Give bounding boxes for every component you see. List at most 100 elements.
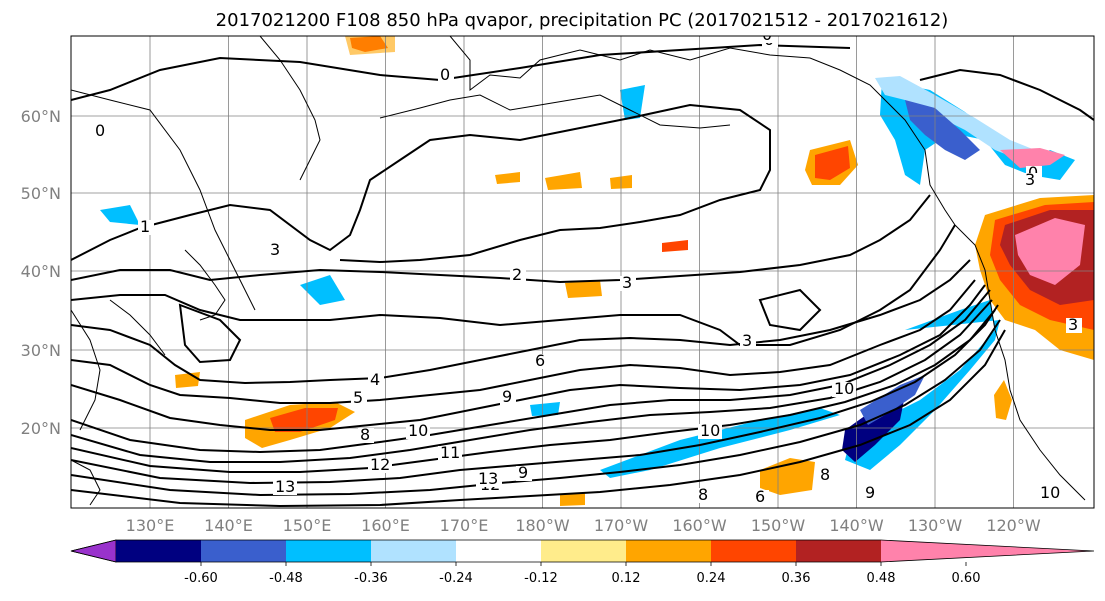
contour-label: 10: [408, 421, 428, 440]
contour-label: 13: [275, 477, 295, 496]
coast-japan: [184, 249, 226, 321]
contour-label-bg: [273, 480, 297, 495]
lon-label: 120°W: [986, 516, 1041, 535]
shade-orange-cell7: [560, 493, 585, 506]
shade-blue-west: [300, 275, 345, 305]
shade-pink-westcoast: [1015, 218, 1085, 285]
contour-label-bg: [760, 36, 776, 43]
shade-red-cell3: [662, 240, 688, 252]
coast-korea: [109, 299, 166, 356]
shade-blue-west2: [100, 205, 140, 225]
contour-label: 6: [535, 351, 545, 370]
lat-label: 50°N: [21, 184, 61, 203]
shade-red-east: [815, 146, 850, 180]
contour-2: [71, 194, 931, 284]
contour-label-bg: [1066, 318, 1082, 333]
contour-label: 3: [270, 240, 280, 259]
contour-label: 3: [1068, 315, 1078, 334]
lon-label: 170°E: [440, 516, 489, 535]
lon-label: 170°W: [594, 516, 649, 535]
contour-label: 6: [755, 487, 765, 506]
contour-label: 8: [820, 465, 830, 484]
shade-lightblue-ar-band: [600, 408, 840, 478]
contour-east-loop: [758, 288, 822, 332]
contour-labels: 0000123334568899101010111212131368310903: [93, 25, 1082, 506]
contour-label-bg: [1038, 486, 1062, 501]
contour-label-bg: [368, 458, 392, 473]
colorbar-extend-high: [881, 540, 1094, 562]
latitude-labels: 60°N 50°N 40°N 30°N 20°N: [21, 107, 61, 438]
contour-10: [71, 309, 996, 473]
shade-orange-cell2: [545, 172, 582, 190]
contour-label: 11: [440, 443, 460, 462]
shade-blue-cell5: [530, 402, 560, 416]
contour-label: 9: [518, 463, 528, 482]
colorbar-tick-label: 0.60: [952, 571, 981, 586]
contour-8: [71, 289, 991, 454]
contour-label: 8: [360, 425, 370, 444]
contour-label: 12: [370, 455, 390, 474]
coastlines: [71, 36, 1086, 506]
shade-royalblue-ar: [860, 375, 925, 425]
coast-asia: [71, 89, 256, 311]
contour-label-bg: [93, 124, 109, 139]
longitude-labels: 130°E 140°E 150°E 160°E 170°E 180°W 170°W 160°W…: [126, 516, 1041, 535]
colorbar-segment: [456, 540, 541, 562]
contour-label: 1: [140, 217, 150, 236]
lon-label: 160°E: [361, 516, 410, 535]
lat-label: 20°N: [21, 419, 61, 438]
contour-label: 10: [834, 379, 854, 398]
colorbar-tick-label: 0.48: [867, 571, 896, 586]
shade-red-150e: [270, 408, 338, 432]
lon-label: 160°W: [672, 516, 727, 535]
contour-label: 0: [1028, 163, 1038, 182]
colorbar-segment: [201, 540, 286, 562]
contour-label: 0: [762, 25, 772, 44]
coast-westcoast: [954, 224, 1086, 501]
contour-label-bg: [500, 390, 516, 405]
coast-philippines: [71, 459, 101, 506]
colorbar-segment: [116, 540, 201, 562]
contour-label-bg: [516, 466, 532, 481]
contour-label-bg: [818, 468, 834, 483]
contour-label: 5: [353, 388, 363, 407]
coast-alaska: [449, 36, 956, 226]
colorbar-tick-label: 0.12: [612, 571, 641, 586]
contour-label-bg: [476, 472, 500, 487]
colorbar-tick-label: -0.48: [269, 571, 303, 586]
contour-label-bg: [406, 424, 430, 439]
colorbar-segment: [796, 540, 881, 562]
colorbar-segment: [371, 540, 456, 562]
contour-label-bg: [268, 243, 284, 258]
contour-label-bg: [698, 424, 722, 439]
colorbar-tick-label: 0.36: [782, 571, 811, 586]
shade-lightblue-alaska: [875, 76, 1040, 162]
shade-orange-top: [345, 36, 395, 55]
shade-pink-alaska: [1000, 148, 1065, 168]
contour-label-bg: [368, 373, 384, 388]
lon-label: 150°W: [751, 516, 806, 535]
lat-label: 60°N: [21, 107, 61, 126]
contour-label: 3: [742, 331, 752, 350]
precip-shading: [100, 36, 1094, 506]
contour-4: [71, 259, 971, 385]
colorbar-tick-label: -0.36: [354, 571, 388, 586]
map-panel: 0000123334568899101010111212131368310903: [70, 25, 1095, 509]
contour-label-bg: [533, 354, 549, 369]
contour-label: 8: [698, 485, 708, 504]
contour-6: [71, 284, 986, 431]
contour-label: 9: [865, 483, 875, 502]
contour-label-bg: [863, 486, 879, 501]
colorbar-segment: [711, 540, 796, 562]
map-frame: [70, 35, 1095, 509]
lat-label: 40°N: [21, 262, 61, 281]
colorbar-tick-label: -0.24: [439, 571, 473, 586]
contour-label: 13: [478, 469, 498, 488]
colorbar-segment: [626, 540, 711, 562]
shade-orange-cell4: [565, 280, 602, 298]
colorbar-extend-low: [70, 539, 117, 563]
contour-label: 0: [440, 65, 450, 84]
contour-1: [71, 103, 771, 264]
colorbar-tick-label: -0.60: [184, 571, 218, 586]
colorbar-segment: [286, 540, 371, 562]
